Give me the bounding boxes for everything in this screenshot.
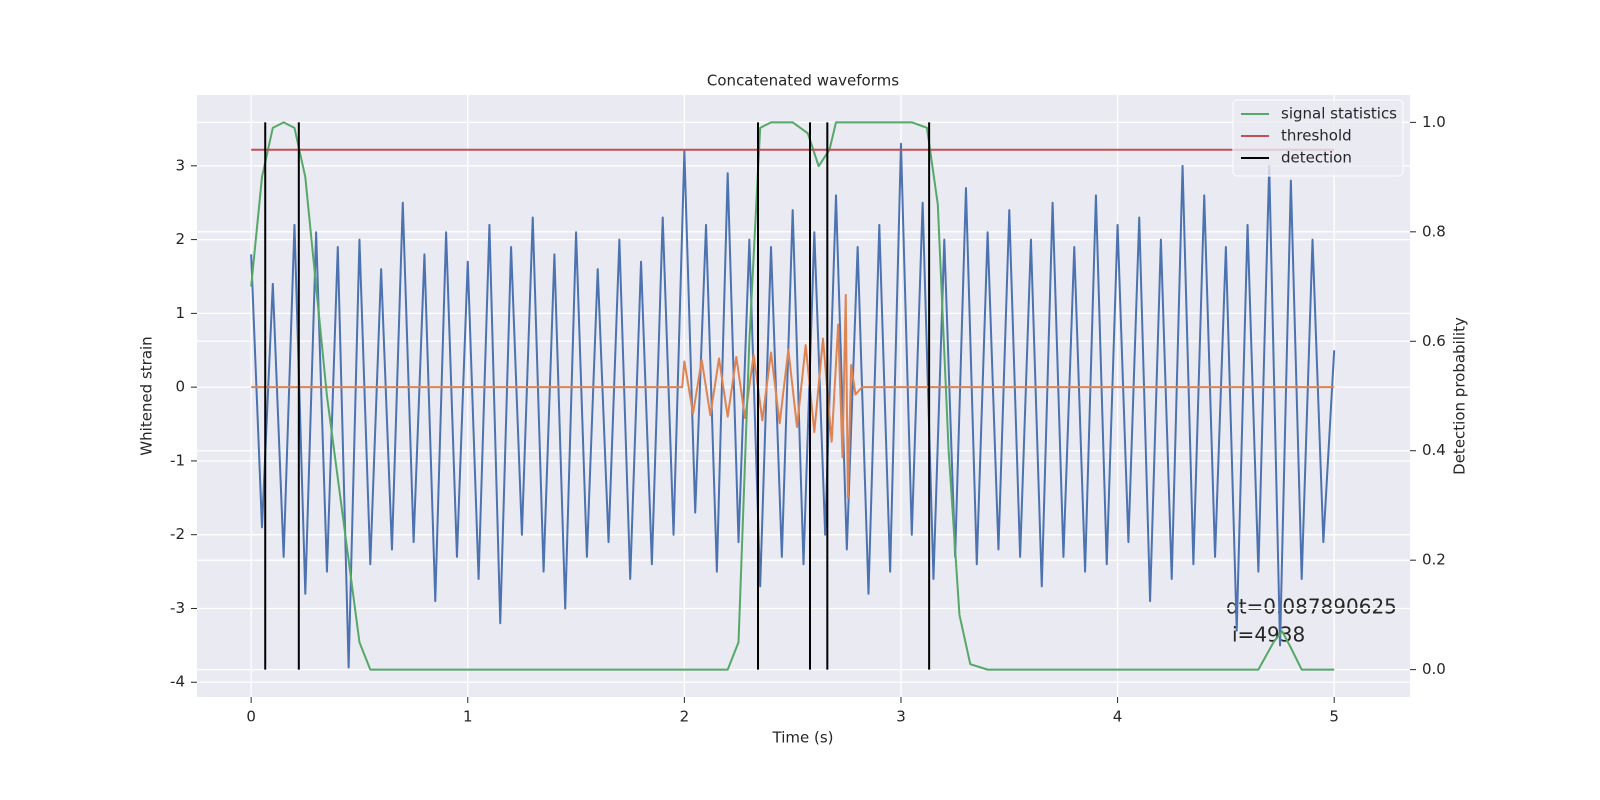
series-line <box>250 121 1335 671</box>
x-axis-label: Time (s) <box>772 729 834 747</box>
x-tick-label: 0 <box>246 708 256 726</box>
plot-area <box>197 95 1410 697</box>
y-tick-label: 3 <box>175 156 185 174</box>
y2-tick-label: 0.0 <box>1422 660 1446 678</box>
y-tick-label: 0 <box>175 378 185 396</box>
y2-tick-label: 1.0 <box>1422 113 1446 131</box>
grid: 0 1 2 3 4 5 -4 -3 -2 -1 0 1 2 3 0.0 0.2 0.4 0.6 0.8 1.0 <box>170 95 1446 726</box>
annotation: i=4938 <box>1232 623 1305 647</box>
legend-label: detection <box>1281 149 1352 167</box>
legend: signal statistics threshold detection <box>1232 99 1404 177</box>
x-tick-label: 1 <box>463 708 473 726</box>
y2-tick-label: 0.8 <box>1422 222 1446 240</box>
y2-tick-label: 0.2 <box>1422 551 1446 569</box>
legend-label: signal statistics <box>1281 105 1397 123</box>
y-tick-label: -1 <box>170 451 185 469</box>
legend-box <box>1232 99 1404 177</box>
data <box>250 121 1336 671</box>
series-line <box>251 293 1335 499</box>
y2-tick-label: 0.4 <box>1422 441 1446 459</box>
y-tick-label: 1 <box>175 304 185 322</box>
y2-axis-label: Detection probability <box>1451 317 1469 475</box>
y-tick-label: -4 <box>170 673 185 691</box>
annotation: dt=0.087890625 <box>1226 595 1397 619</box>
x-tick-label: 5 <box>1329 708 1339 726</box>
x-tick-label: 4 <box>1113 708 1123 726</box>
x-tick-label: 2 <box>680 708 690 726</box>
legend-label: threshold <box>1281 127 1352 145</box>
y-tick-label: -2 <box>170 525 185 543</box>
y-tick-label: -3 <box>170 599 185 617</box>
chart-title: Concatenated waveforms <box>707 72 899 90</box>
series-line <box>250 142 1336 669</box>
y-tick-label: 2 <box>175 230 185 248</box>
y2-tick-label: 0.6 <box>1422 332 1446 350</box>
y-axis-label: Whitened strain <box>138 336 156 455</box>
x-tick-label: 3 <box>896 708 906 726</box>
